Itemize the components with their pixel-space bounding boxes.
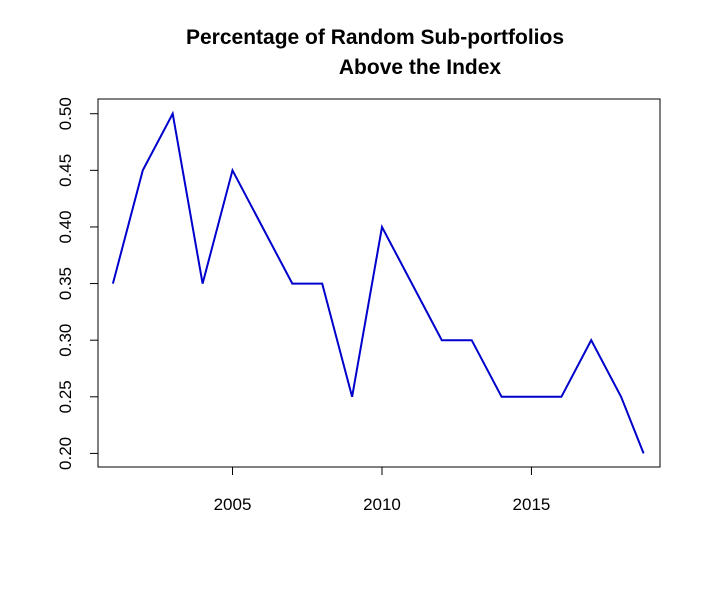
y-tick-label: 0.20	[56, 437, 75, 470]
y-tick-label: 0.30	[56, 324, 75, 357]
y-axis: 0.20 0.25 0.30 0.35 0.40 0.45 0.50	[56, 97, 99, 470]
y-tick-label: 0.35	[56, 267, 75, 300]
x-tick-label: 2010	[363, 495, 401, 514]
series-line	[111, 110, 645, 454]
chart-title-line1: Percentage of Random Sub-portfolios	[186, 26, 564, 49]
x-axis: 2005 2010 2015	[214, 466, 551, 514]
y-tick-label: 0.45	[56, 154, 75, 187]
chart-title-line2: Above the Index	[339, 56, 502, 79]
x-tick-label: 2005	[214, 495, 252, 514]
y-tick-label: 0.40	[56, 210, 75, 243]
y-tick-label: 0.25	[56, 380, 75, 413]
plot-frame	[97, 98, 661, 468]
x-tick-label: 2015	[513, 495, 551, 514]
y-tick-label: 0.50	[56, 97, 75, 130]
series-group	[111, 110, 645, 454]
